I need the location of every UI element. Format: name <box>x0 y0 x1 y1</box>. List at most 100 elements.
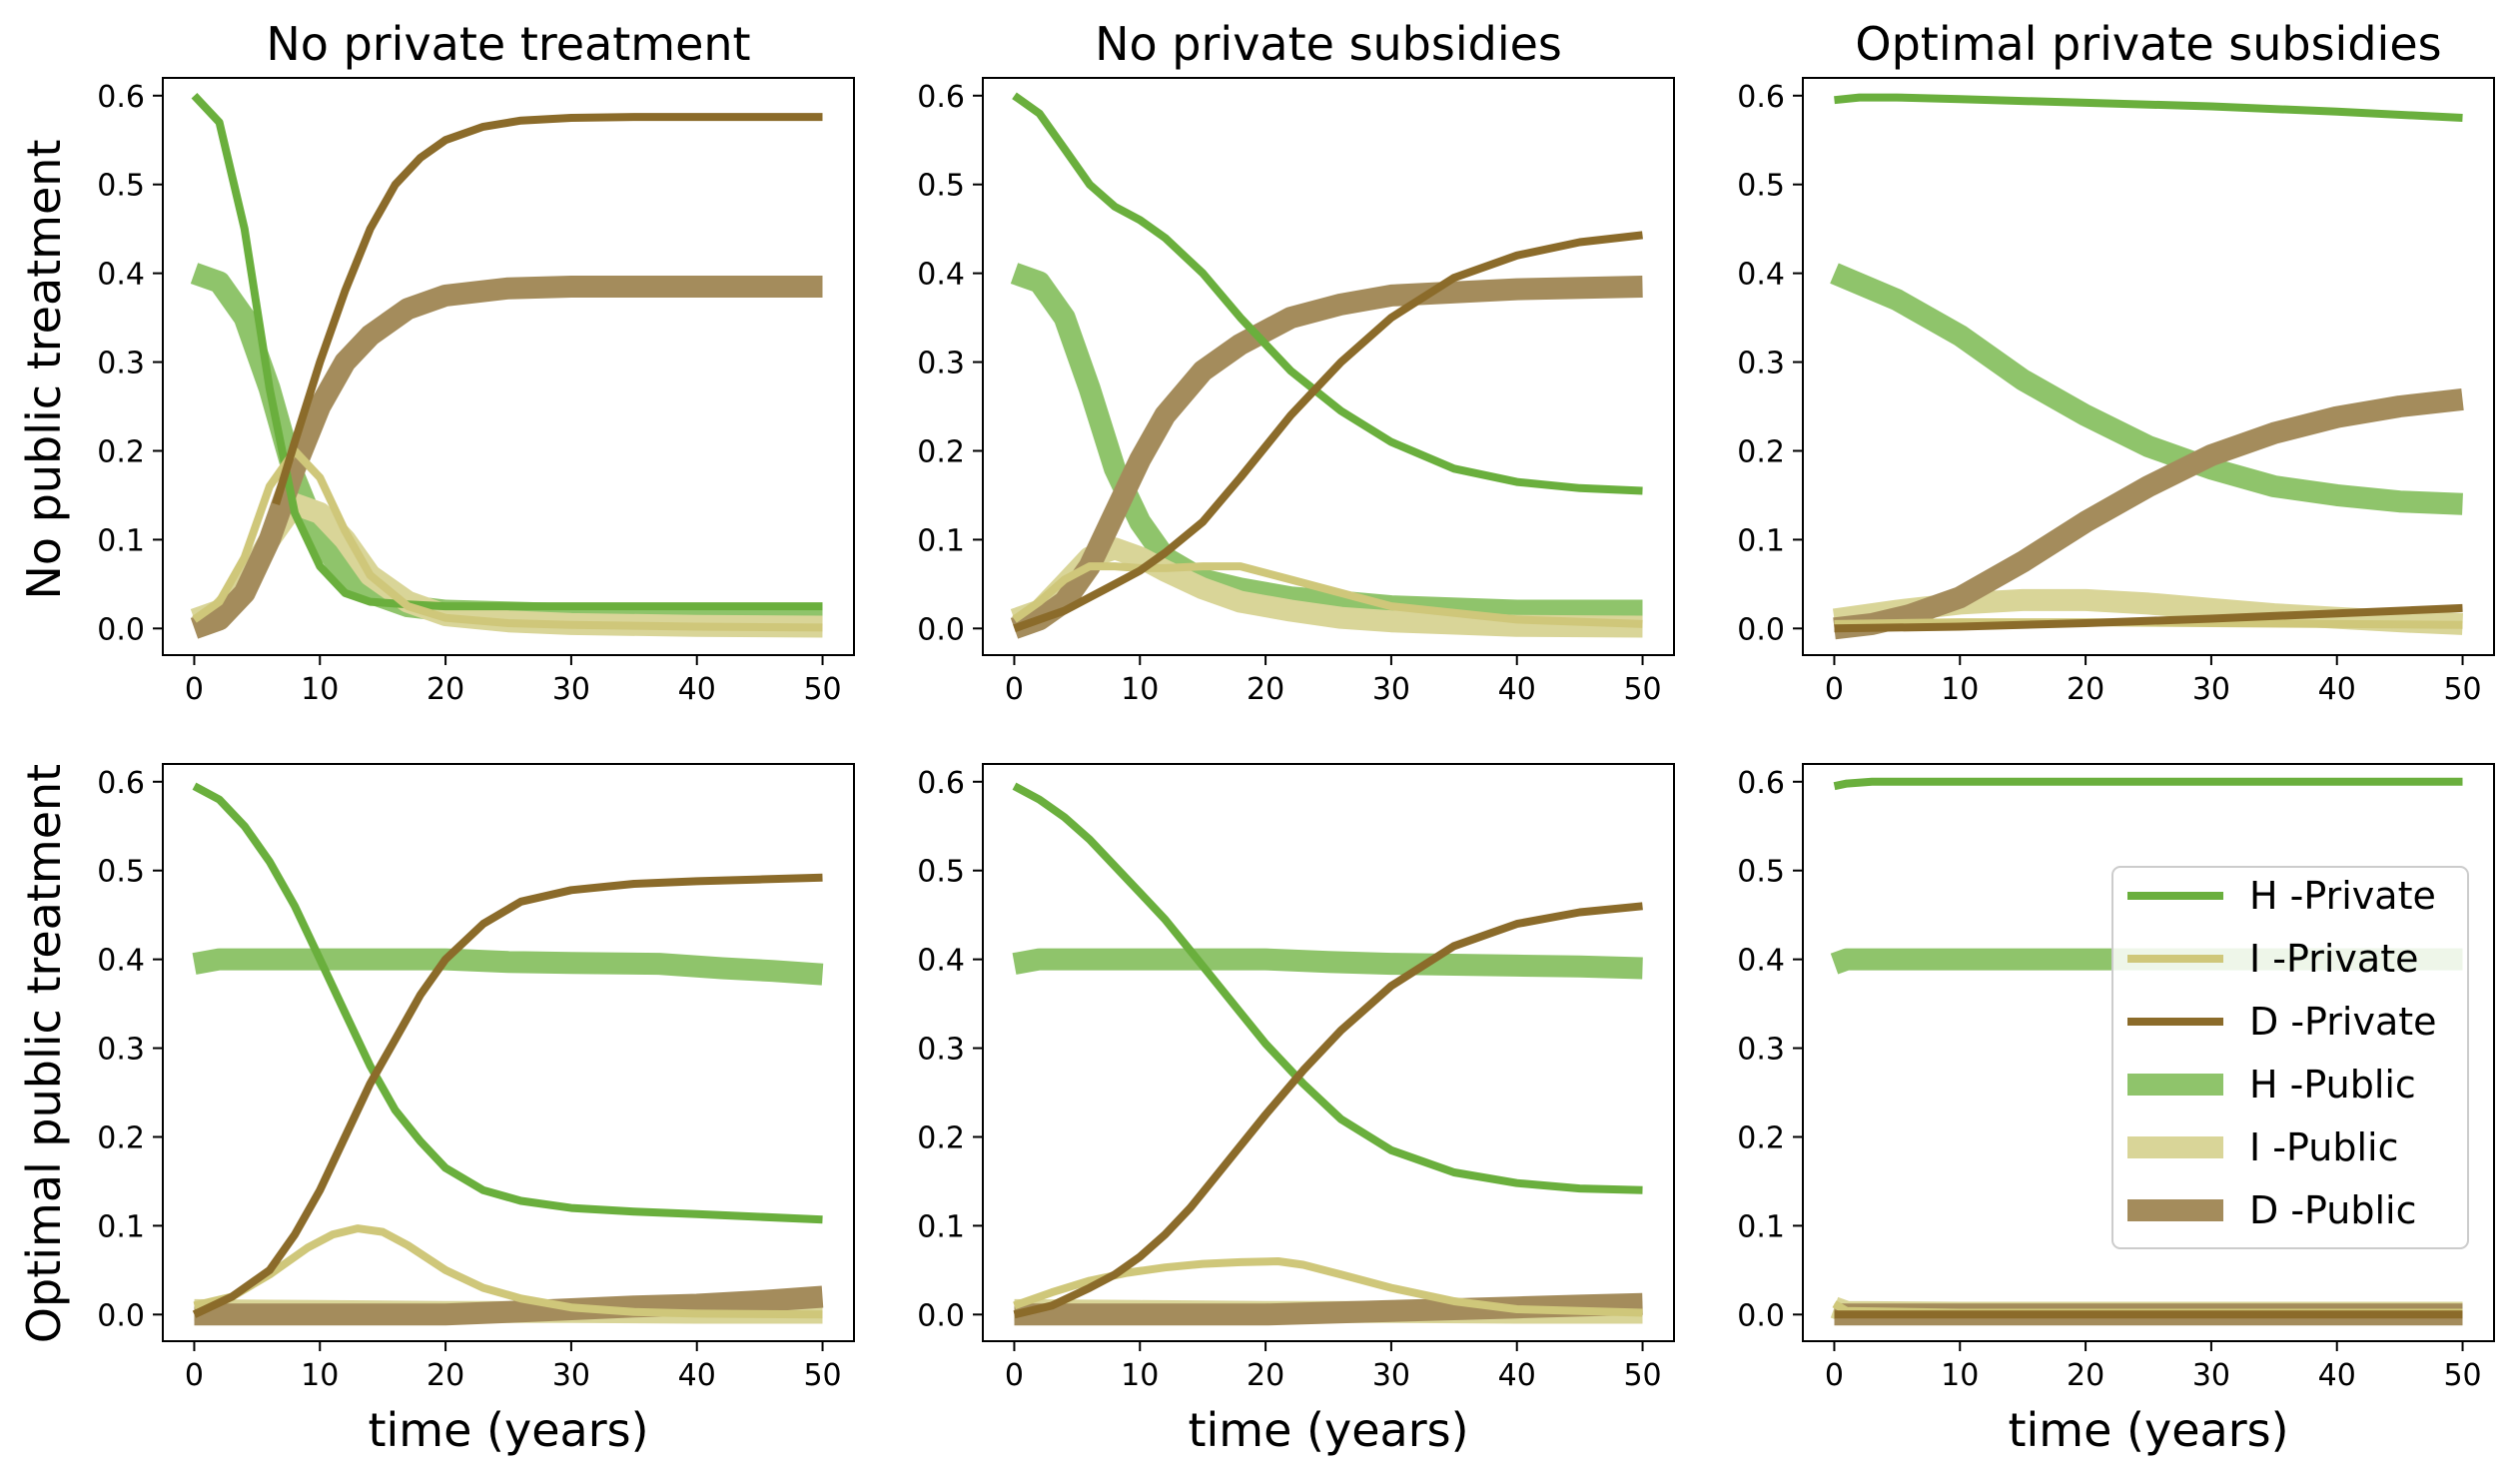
panel-r2c3-ytick-label-0.0: 0.0 <box>1737 1298 1785 1333</box>
panel-r2c2-ytick-label-0.5: 0.5 <box>917 855 965 890</box>
panel-r1c3-series-h-private <box>1834 93 2463 122</box>
panel-r2c2-xtick-label-0: 0 <box>1005 1358 1024 1393</box>
panel-r2c1-series-h-private <box>192 782 823 1224</box>
x-axis-label-1: time (years) <box>368 1403 648 1457</box>
panel-r1c2-ytick-label-0.5: 0.5 <box>917 169 965 204</box>
panel-r2c3-series-h-private <box>1833 777 2463 791</box>
panel-r2c2-series-group <box>1012 782 1643 1326</box>
panel-r1c2-xtick-label-30: 30 <box>1372 672 1410 707</box>
panel-r1c3-series-d-private <box>1834 603 2463 633</box>
panel-r2c1-xtick-label-20: 20 <box>426 1358 464 1393</box>
panel-r1c1-series-group <box>190 93 823 639</box>
panel-r1c1-xtick-label-10: 10 <box>301 672 339 707</box>
panel-r1c3-series-h-public <box>1830 263 2463 515</box>
panel-r1c3-xtick-label-10: 10 <box>1941 672 1979 707</box>
panel-r1c2-xtick-label-20: 20 <box>1247 672 1284 707</box>
panel-r2c1-xtick-label-50: 50 <box>803 1358 841 1393</box>
legend-label-i-private: I -Private <box>2249 937 2418 981</box>
panel-r1c1-ytick-label-0.5: 0.5 <box>97 169 145 204</box>
column-title-3: Optimal private subsidies <box>1855 17 2441 71</box>
panel-r2c2-frame <box>982 763 1675 1342</box>
panel-r2c1-ytick-label-0.3: 0.3 <box>97 1033 145 1068</box>
panel-r1c2-ytick-label-0.0: 0.0 <box>917 612 965 647</box>
panel-r2c2: 0 10 20 30 40 50 0.0 0.1 0.2 0.3 0.4 0.5 0.6 <box>917 763 1675 1393</box>
panel-r2c2-xtick-label-20: 20 <box>1247 1358 1284 1393</box>
panel-r2c3-ytick-label-0.5: 0.5 <box>1737 855 1785 890</box>
panel-r2c2-series-d-private <box>1013 902 1643 1319</box>
panel-r2c2-ytick-label-0.3: 0.3 <box>917 1033 965 1068</box>
panel-r1c1-xtick-label-50: 50 <box>803 672 841 707</box>
column-title-1: No private treatment <box>266 17 750 71</box>
panel-r1c1-xtick-label-30: 30 <box>552 672 590 707</box>
panel-r2c1-ytick-label-0.0: 0.0 <box>97 1298 145 1333</box>
panel-r1c1-ytick-label-0.1: 0.1 <box>97 523 145 558</box>
panel-r1c1: 0 10 20 30 40 50 0.0 0.1 0.2 0.3 0.4 0.5 0.6 <box>97 77 855 707</box>
legend-label-h-public: H -Public <box>2249 1063 2416 1107</box>
panel-r2c1-series-h-public <box>192 948 824 986</box>
panel-r2c3-ytick-label-0.1: 0.1 <box>1737 1209 1785 1244</box>
panel-r1c2-ytick-label-0.1: 0.1 <box>917 523 965 558</box>
panel-r2c2-ytick-label-0.1: 0.1 <box>917 1209 965 1244</box>
panel-r2c1-series-i-private <box>193 1224 823 1319</box>
panel-r1c3: 0 10 20 30 40 50 0.0 0.1 0.2 0.3 0.4 0.5 0.6 <box>1737 77 2495 707</box>
panel-r1c3-xtick-label-20: 20 <box>2067 672 2104 707</box>
panel-r2c3: 0 10 20 30 40 50 0.0 0.1 0.2 0.3 0.4 0.5 0.6 <box>1737 763 2495 1393</box>
panel-r1c2-ytick-label-0.4: 0.4 <box>917 258 965 293</box>
panel-r1c1-xtick-label-40: 40 <box>678 672 716 707</box>
panel-r2c3-series-group <box>1830 777 2463 1326</box>
panel-r2c3-ytick-label-0.3: 0.3 <box>1737 1033 1785 1068</box>
panel-r1c3-ytick-label-0.4: 0.4 <box>1737 258 1785 293</box>
panel-r1c1-ytick-label-0.2: 0.2 <box>97 434 145 469</box>
panel-r1c1-ytick-label-0.4: 0.4 <box>97 258 145 293</box>
panel-r2c3-ytick-label-0.4: 0.4 <box>1737 944 1785 979</box>
panel-r1c2-series-group <box>1010 92 1643 639</box>
panel-r1c2: 0 10 20 30 40 50 0.0 0.1 0.2 0.3 0.4 0.5 0.6 <box>917 77 1675 707</box>
panel-r2c1-ytick-label-0.2: 0.2 <box>97 1120 145 1155</box>
legend-label-i-public: I -Public <box>2249 1125 2398 1169</box>
panel-r2c1-series-group <box>192 782 824 1326</box>
panel-r1c2-series-d-public <box>1010 276 1643 639</box>
x-axis-label-2: time (years) <box>1188 1403 1468 1457</box>
panel-r1c3-xtick-label-0: 0 <box>1825 672 1844 707</box>
row-label-2: Optimal public treatment <box>17 764 71 1343</box>
panel-r1c2-ytick-label-0.6: 0.6 <box>917 80 965 115</box>
panel-r2c2-xtick-label-10: 10 <box>1121 1358 1159 1393</box>
panel-r2c2-series-h-private <box>1012 782 1643 1194</box>
panel-r2c2-xtick-label-40: 40 <box>1498 1358 1536 1393</box>
panel-r2c3-xtick-label-40: 40 <box>2318 1358 2356 1393</box>
panel-r1c3-xtick-label-30: 30 <box>2192 672 2230 707</box>
panel-r1c2-frame <box>982 77 1675 656</box>
panel-r1c3-ytick-label-0.0: 0.0 <box>1737 612 1785 647</box>
panel-r2c3-xtick-label-20: 20 <box>2067 1358 2104 1393</box>
panel-r1c1-series-d-private <box>272 113 823 505</box>
panel-r1c3-ytick-label-0.2: 0.2 <box>1737 434 1785 469</box>
panel-r1c2-series-h-private <box>1012 92 1643 495</box>
panel-r1c1-ytick-label-0.3: 0.3 <box>97 347 145 381</box>
panel-r1c3-ytick-label-0.1: 0.1 <box>1737 523 1785 558</box>
panel-r1c2-xtick-label-10: 10 <box>1121 672 1159 707</box>
panel-r2c3-xtick-label-0: 0 <box>1825 1358 1844 1393</box>
panel-r2c1-series-d-private <box>192 873 823 1318</box>
panel-r1c1-series-d-public <box>190 276 823 639</box>
panel-r2c1-ytick-label-0.6: 0.6 <box>97 766 145 801</box>
panel-r2c1-xtick-label-30: 30 <box>552 1358 590 1393</box>
panel-r2c1-frame <box>162 763 855 1342</box>
panel-r2c3-xtick-label-30: 30 <box>2192 1358 2230 1393</box>
panel-r2c2-series-i-private <box>1013 1257 1643 1317</box>
panel-r2c2-ytick-label-0.2: 0.2 <box>917 1120 965 1155</box>
panel-r2c3-xtick-label-50: 50 <box>2443 1358 2481 1393</box>
legend-label-h-private: H -Private <box>2249 874 2436 918</box>
panel-r1c2-ytick-label-0.2: 0.2 <box>917 434 965 469</box>
panel-r2c2-ytick-label-0.6: 0.6 <box>917 766 965 801</box>
panel-r2c1-xtick-label-0: 0 <box>185 1358 204 1393</box>
panels: 0 10 20 30 40 50 0.0 0.1 0.2 0.3 0.4 0.5 0.6 0 10 20 30 4… <box>97 77 2495 1393</box>
panel-r2c2-series-d-public <box>1014 1292 1643 1326</box>
panel-r2c1-ytick-label-0.1: 0.1 <box>97 1209 145 1244</box>
panel-r2c3-ytick-label-0.2: 0.2 <box>1737 1120 1785 1155</box>
panel-r2c1-ytick-label-0.5: 0.5 <box>97 855 145 890</box>
panel-r1c2-ytick-label-0.3: 0.3 <box>917 347 965 381</box>
x-axis-label-3: time (years) <box>2008 1403 2288 1457</box>
panel-r1c3-series-group <box>1830 93 2464 640</box>
panel-r1c1-series-i-private <box>192 446 823 632</box>
panel-r2c3-xtick-label-10: 10 <box>1941 1358 1979 1393</box>
